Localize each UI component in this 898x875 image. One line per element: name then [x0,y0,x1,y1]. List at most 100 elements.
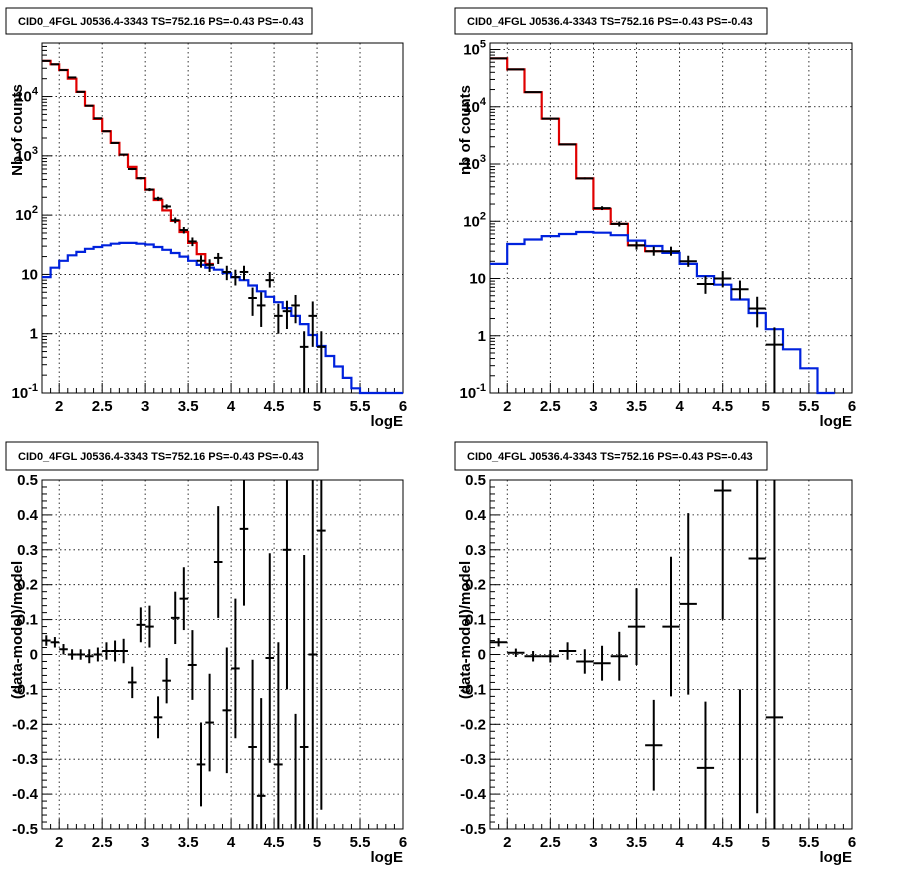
x-tick-label: 6 [399,398,407,415]
data-point [67,649,77,660]
chart-residual-right: CID0_4FGL J0536.4-3343 TS=752.16 PS=-0.4… [454,441,856,866]
y-tick-label: -0.5 [460,821,486,838]
data-point [50,637,60,648]
y-tick-label: 0.1 [17,612,38,629]
x-tick-label: 2 [55,834,63,851]
data-point [748,296,766,328]
data-point [119,638,128,664]
data-point [748,480,766,814]
y-tick-label: 103 [15,145,38,165]
data-point [205,673,214,772]
data-point [231,598,240,739]
y-tick-label: -0.1 [12,681,38,698]
data-point [274,642,283,829]
y-tick-label: 0.4 [17,507,39,524]
x-tick-label: 5 [313,834,321,851]
chart-residual-left: CID0_4FGL J0536.4-3343 TS=752.16 PS=-0.4… [5,441,407,866]
y-tick-label: 0.4 [465,507,487,524]
data-point [662,246,680,256]
data-point [84,649,94,664]
data-point [299,555,309,829]
y-tick-label: -0.1 [460,681,486,698]
y-tick-label: -0.4 [460,786,487,803]
data-point [119,153,128,156]
data-point [222,647,232,774]
data-point [136,607,146,643]
series-source-model [490,230,835,395]
series-total-model [490,57,663,253]
data-point [576,649,594,674]
data-point [679,513,697,695]
y-axis: -0.5 -0.4 -0.3 -0.2 -0.1 0 0.1 0.2 0.3 0.4 0.5 (dat… [457,472,500,838]
data-point [558,642,577,660]
data-point [274,303,283,334]
data-point [248,659,257,829]
data-point [627,241,646,250]
grid-lines [42,43,403,393]
data-point [213,252,223,264]
y-tick-label: -0.3 [460,751,486,768]
data-point [627,588,646,665]
data-point [541,649,559,663]
y-tick-label: 0.2 [17,577,38,594]
y-tick-label: 0.3 [17,542,38,559]
data-point [610,631,628,681]
x-tick-label: 2 [55,398,63,415]
data-point [110,141,120,144]
total-model-step-line [42,59,214,266]
data-point [282,300,292,330]
data-point [645,699,663,791]
data-point [162,204,171,209]
data-point [714,480,732,620]
data-point [196,722,206,807]
data-point [696,701,715,829]
data-point [196,255,206,268]
chart-counts-left: CID0_4FGL J0536.4-3343 TS=752.16 PS=-0.4… [5,7,407,430]
y-tick-label: 10 [469,271,486,288]
data-point [179,567,189,631]
x-tick-label: 2 [503,398,511,415]
data-point [524,651,542,662]
x-tick-label: 4 [675,834,684,851]
x-tick-label: 3.5 [178,398,199,415]
x-tick-label: 4.5 [712,834,733,851]
data-point [76,649,85,660]
y-tick-label: -0.3 [12,751,38,768]
y-tick-label: 0.5 [465,472,486,489]
data-point [265,553,275,763]
y-tick-label: 10-1 [460,382,486,402]
data-point [162,657,171,704]
y-axis-label: (data-model)/model [457,561,474,699]
y-tick-label: 0 [478,647,486,664]
data-point [593,645,611,681]
data-point [222,265,232,281]
data-point [490,638,508,647]
y-tick-label: -0.2 [12,716,38,733]
y-tick-label: 10 [21,266,38,283]
data-point [256,698,266,829]
y-tick-label: 104 [463,96,487,116]
data-point [679,255,697,267]
data-point [507,648,525,657]
data-point [59,644,68,655]
data-point [308,480,318,829]
source-model-step-line [42,241,403,395]
data-point [127,167,137,171]
grid-lines [42,480,403,829]
data-point [317,331,326,393]
data-point [714,271,732,288]
y-axis-label: nb of counts [457,85,474,175]
y-tick-label: -0.2 [460,716,486,733]
plot-frame [41,42,404,394]
data-point [179,227,189,234]
data-point [256,292,266,327]
y-tick-label: -0.4 [12,786,39,803]
series-source-model [42,241,403,395]
title-box [454,7,768,35]
y-tick-label: 104 [15,86,39,106]
title-box [454,441,768,471]
